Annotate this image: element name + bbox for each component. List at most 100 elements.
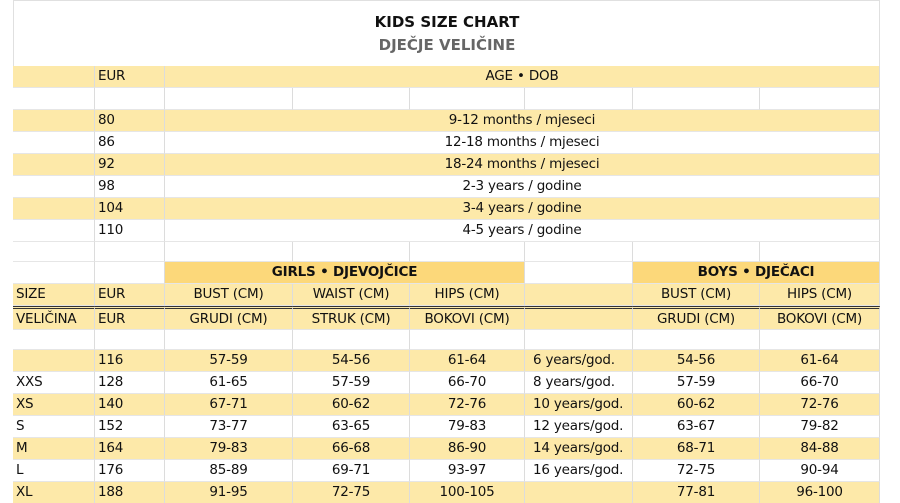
cell: 14 years/god. bbox=[525, 438, 633, 460]
cell: 4-5 years / godine bbox=[165, 220, 880, 242]
cell bbox=[633, 330, 760, 350]
cell: M bbox=[13, 438, 95, 460]
header-cell: GRUDI (CM) bbox=[633, 306, 760, 330]
cell bbox=[13, 154, 95, 176]
cell bbox=[760, 242, 880, 262]
cell bbox=[13, 220, 95, 242]
cell: 91-95 bbox=[165, 482, 293, 503]
cell: 93-97 bbox=[410, 460, 525, 482]
cell: 73-77 bbox=[165, 416, 293, 438]
cell: XL bbox=[13, 482, 95, 503]
cell bbox=[293, 242, 410, 262]
header-cell: EUR bbox=[95, 306, 165, 330]
cell: 57-59 bbox=[293, 372, 410, 394]
cell: 79-83 bbox=[410, 416, 525, 438]
cell bbox=[760, 88, 880, 110]
cell: 72-76 bbox=[760, 394, 880, 416]
cell: 57-59 bbox=[633, 372, 760, 394]
cell: XXS bbox=[13, 372, 95, 394]
cell: 2-3 years / godine bbox=[165, 176, 880, 198]
cell: 79-82 bbox=[760, 416, 880, 438]
subtitle: DJEČJE VELIČINE bbox=[378, 36, 516, 54]
cell bbox=[525, 242, 633, 262]
cell bbox=[410, 242, 525, 262]
title: KIDS SIZE CHART bbox=[374, 13, 520, 31]
cell: 176 bbox=[95, 460, 165, 482]
cell: XS bbox=[13, 394, 95, 416]
cell: 9-12 months / mjeseci bbox=[165, 110, 880, 132]
group-header: GIRLS • DJEVOJČICE bbox=[165, 262, 525, 284]
header-cell: STRUK (CM) bbox=[293, 306, 410, 330]
cell: 3-4 years / godine bbox=[165, 198, 880, 220]
cell: 84-88 bbox=[760, 438, 880, 460]
cell: 16 years/god. bbox=[525, 460, 633, 482]
cell: 104 bbox=[95, 198, 165, 220]
cell: L bbox=[13, 460, 95, 482]
cell bbox=[525, 330, 633, 350]
header-cell: HIPS (CM) bbox=[410, 284, 525, 306]
cell: 68-71 bbox=[633, 438, 760, 460]
cell: 57-59 bbox=[165, 350, 293, 372]
cell: 63-65 bbox=[293, 416, 410, 438]
cell bbox=[525, 262, 633, 284]
header-cell: WAIST (CM) bbox=[293, 284, 410, 306]
cell: 72-75 bbox=[293, 482, 410, 503]
cell: S bbox=[13, 416, 95, 438]
cell bbox=[13, 66, 95, 88]
header-cell: SIZE bbox=[13, 284, 95, 306]
cell bbox=[525, 482, 633, 503]
cell: 60-62 bbox=[633, 394, 760, 416]
cell: 116 bbox=[95, 350, 165, 372]
cell bbox=[165, 242, 293, 262]
header-cell: GRUDI (CM) bbox=[165, 306, 293, 330]
cell: 85-89 bbox=[165, 460, 293, 482]
header-cell: HIPS (CM) bbox=[760, 284, 880, 306]
header-cell bbox=[525, 284, 633, 306]
cell: 54-56 bbox=[293, 350, 410, 372]
cell: 66-70 bbox=[410, 372, 525, 394]
cell: 110 bbox=[95, 220, 165, 242]
cell: 96-100 bbox=[760, 482, 880, 503]
cell: 152 bbox=[95, 416, 165, 438]
cell: 90-94 bbox=[760, 460, 880, 482]
header-cell: VELIČINA bbox=[13, 306, 95, 330]
cell bbox=[165, 330, 293, 350]
cell bbox=[13, 198, 95, 220]
cell: 128 bbox=[95, 372, 165, 394]
cell bbox=[13, 262, 95, 284]
cell bbox=[95, 88, 165, 110]
cell: 66-68 bbox=[293, 438, 410, 460]
cell: 77-81 bbox=[633, 482, 760, 503]
header-cell: BUST (CM) bbox=[633, 284, 760, 306]
cell: 12-18 months / mjeseci bbox=[165, 132, 880, 154]
header-cell: AGE • DOB bbox=[165, 66, 880, 88]
header-cell: EUR bbox=[95, 66, 165, 88]
cell: 86 bbox=[95, 132, 165, 154]
cell: 18-24 months / mjeseci bbox=[165, 154, 880, 176]
cell: 86-90 bbox=[410, 438, 525, 460]
header-cell: EUR bbox=[95, 284, 165, 306]
header-cell bbox=[525, 306, 633, 330]
cell bbox=[165, 88, 293, 110]
cell bbox=[525, 88, 633, 110]
cell: 6 years/god. bbox=[525, 350, 633, 372]
header-cell: BOKOVI (CM) bbox=[410, 306, 525, 330]
cell: 61-64 bbox=[410, 350, 525, 372]
cell bbox=[410, 88, 525, 110]
cell: 54-56 bbox=[633, 350, 760, 372]
cell: 140 bbox=[95, 394, 165, 416]
cell: 92 bbox=[95, 154, 165, 176]
header-cell: BOKOVI (CM) bbox=[760, 306, 880, 330]
cell bbox=[13, 110, 95, 132]
cell bbox=[633, 88, 760, 110]
cell: 67-71 bbox=[165, 394, 293, 416]
cell bbox=[13, 330, 95, 350]
cell bbox=[293, 330, 410, 350]
cell: 188 bbox=[95, 482, 165, 503]
title-box bbox=[13, 0, 880, 66]
cell bbox=[95, 330, 165, 350]
cell: 61-65 bbox=[165, 372, 293, 394]
cell: 69-71 bbox=[293, 460, 410, 482]
cell bbox=[13, 350, 95, 372]
